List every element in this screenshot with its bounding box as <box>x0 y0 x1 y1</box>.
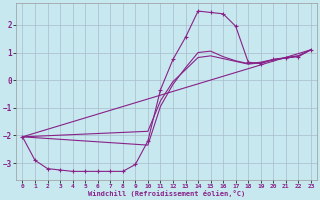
X-axis label: Windchill (Refroidissement éolien,°C): Windchill (Refroidissement éolien,°C) <box>88 190 245 197</box>
